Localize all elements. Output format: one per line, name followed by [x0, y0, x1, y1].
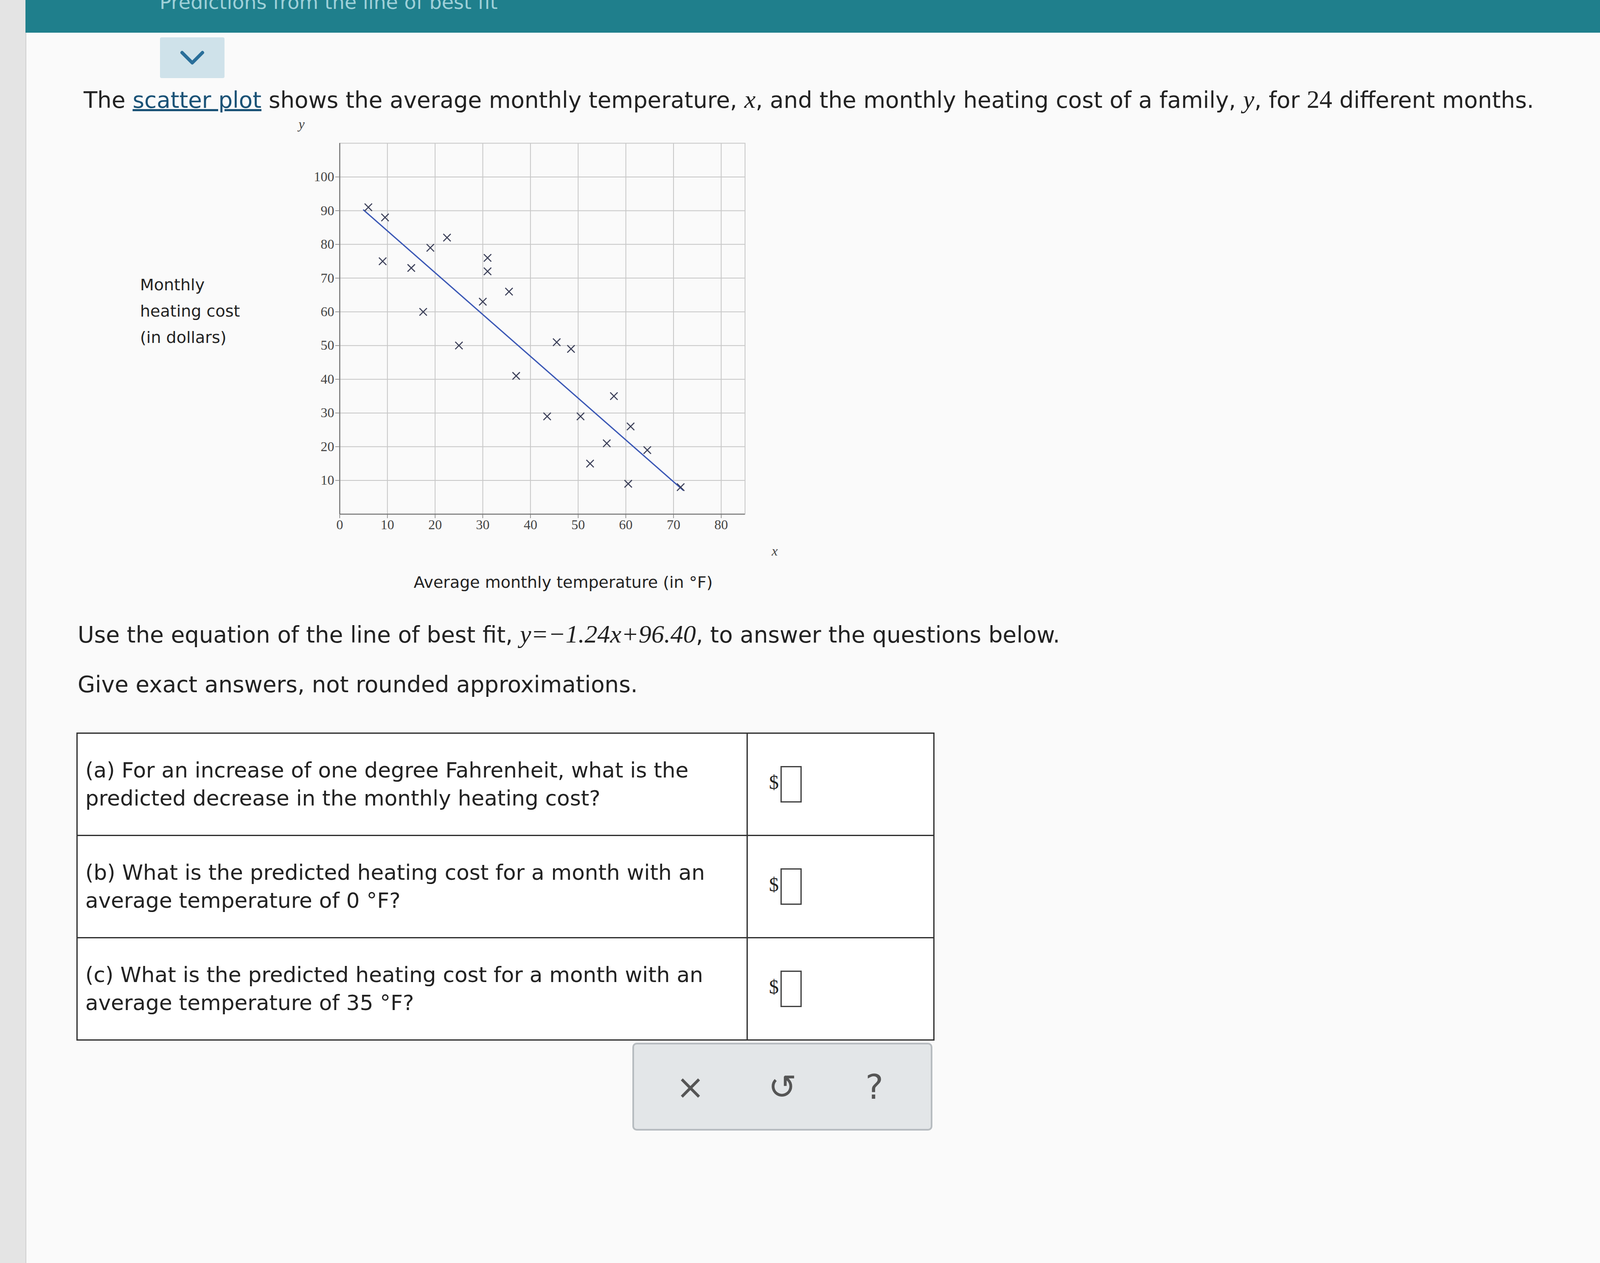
svg-text:x: x [771, 543, 778, 557]
html-text:(a) For an increase of one deg: (a) For an increase of one degree Fahren… [85, 757, 689, 811]
svg-text:70: 70 [666, 516, 681, 533]
svg-text:20: 20 [428, 516, 442, 533]
svg-text:100: 100 [314, 168, 335, 185]
svg-text:70: 70 [320, 270, 335, 286]
html-text:The scatter plot shows the ave: The scatter plot shows the average month… [83, 85, 1534, 114]
svg-text:10: 10 [320, 472, 335, 488]
html-text:Monthly: Monthly [140, 275, 205, 295]
html-text:heating cost: heating cost [140, 301, 240, 321]
svg-text:50: 50 [571, 516, 585, 533]
svg-text:80: 80 [320, 236, 335, 252]
html-text:(c) What is the predicted heat: (c) What is the predicted heating cost f… [85, 962, 704, 1016]
svg-text:0: 0 [336, 516, 344, 533]
svg-text:20: 20 [320, 438, 335, 455]
svg-text:40: 40 [320, 371, 335, 387]
svg-text:80: 80 [714, 516, 728, 533]
svg-text:10: 10 [380, 516, 395, 533]
html-text:Give exact answers, not rounde: Give exact answers, not rounded approxim… [77, 671, 638, 698]
html-text:Use the equation of the line o: Use the equation of the line of best fit… [77, 620, 1061, 649]
svg-text:50: 50 [320, 337, 335, 353]
html-text:(b) What is the predicted heat: (b) What is the predicted heating cost f… [85, 860, 705, 913]
svg-text:60: 60 [320, 303, 335, 320]
html-text:Average monthly temperature (i: Average monthly temperature (in °F) [413, 572, 713, 592]
svg-text:30: 30 [476, 516, 490, 533]
svg-text:40: 40 [523, 516, 538, 533]
svg-text:90: 90 [320, 202, 335, 219]
svg-text:30: 30 [320, 404, 335, 421]
svg-text:60: 60 [619, 516, 633, 533]
svg-text:y: y [297, 117, 306, 132]
html-text:(in dollars): (in dollars) [140, 328, 227, 347]
